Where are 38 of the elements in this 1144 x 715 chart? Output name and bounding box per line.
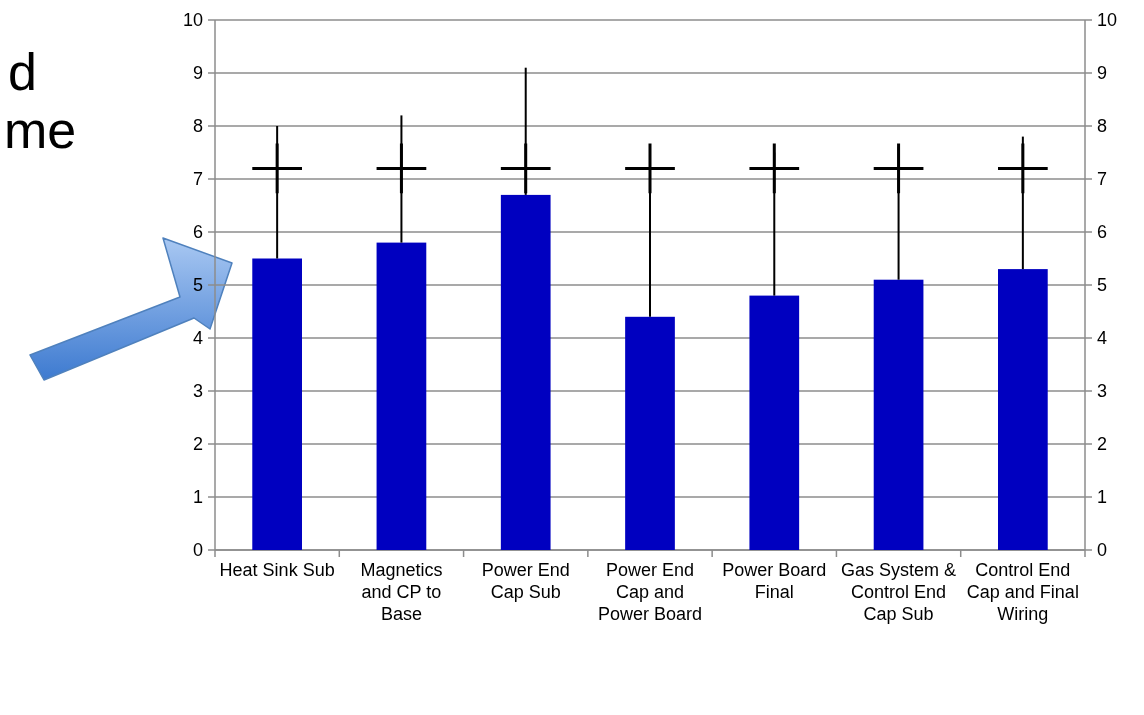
y2-tick-label: 8 [1097,116,1108,137]
bar [998,269,1048,550]
bar [749,295,800,550]
y-tick-label: 8 [192,116,203,137]
bar [376,242,427,550]
x-tick-label: Gas System & Control End Cap Sub [841,560,957,624]
y-tick-label: 9 [192,63,203,84]
y-tick-label: 6 [192,222,203,243]
y-tick-label: 2 [192,434,203,455]
bar [500,194,551,550]
y2-tick-label: 7 [1097,169,1108,190]
y-tick-label: 4 [192,328,203,349]
y-tick-label: 0 [192,540,203,561]
y2-tick-label: 6 [1097,222,1108,243]
bar [873,279,924,550]
bar [625,316,675,550]
y2-tick-label: 2 [1097,434,1108,455]
y-tick-label: 5 [192,275,203,296]
x-tick-label: Control End Cap and Final Wiring [966,560,1079,624]
y-tick-label: 3 [192,381,203,402]
x-tick-label: Heat Sink Sub [219,560,335,580]
x-tick-label: Magnetics and CP to Base [360,560,443,624]
text: d [8,43,37,101]
y2-tick-label: 9 [1097,63,1108,84]
y2-tick-label: 0 [1097,540,1108,561]
x-tick-label: Power End Cap and Power Board [597,560,703,624]
x-tick-label: Power End Cap Sub [481,560,570,602]
y2-tick-label: 4 [1097,328,1108,349]
y-tick-label: 7 [192,169,203,190]
y-tick-label: 10 [182,10,203,31]
bar [252,258,302,550]
y2-tick-label: 1 [1097,487,1108,508]
x-tick-label: Power Board Final [722,560,827,602]
y2-tick-label: 10 [1097,10,1118,31]
text: me [4,101,77,159]
y2-tick-label: 5 [1097,275,1108,296]
y-tick-label: 1 [192,487,203,508]
y2-tick-label: 3 [1097,381,1108,402]
